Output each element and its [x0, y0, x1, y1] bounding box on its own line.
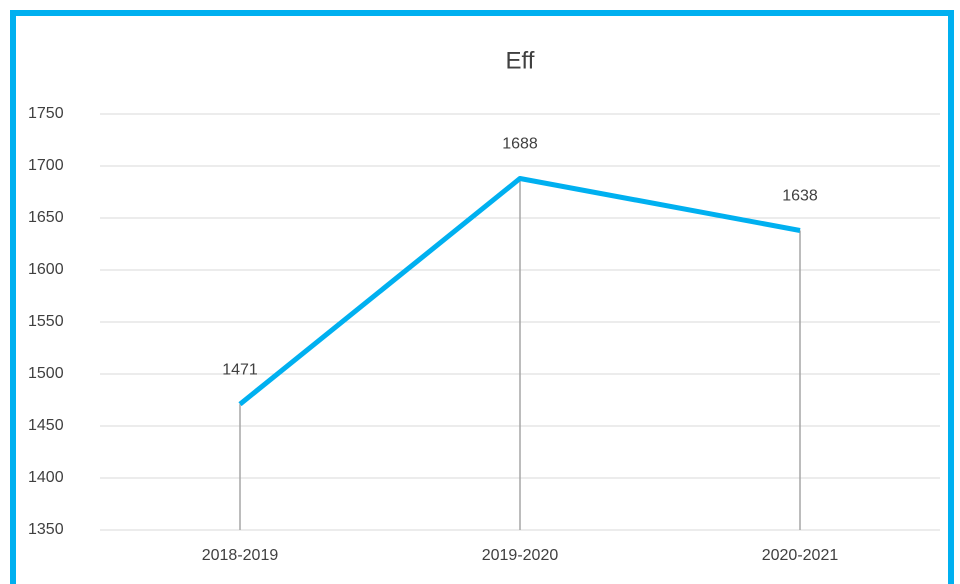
y-tick-label: 1600	[28, 261, 64, 278]
y-tick-label: 1650	[28, 209, 64, 226]
data-label: 1471	[222, 361, 258, 378]
y-tick-label: 1450	[28, 417, 64, 434]
data-label: 1688	[502, 136, 538, 153]
y-tick-label: 1350	[28, 521, 64, 538]
y-tick-label: 1700	[28, 157, 64, 174]
data-label: 1638	[782, 188, 818, 205]
y-tick-label: 1550	[28, 313, 64, 330]
chart-title: Eff	[506, 47, 535, 74]
y-tick-label: 1500	[28, 365, 64, 382]
y-tick-label: 1750	[28, 105, 64, 122]
x-tick-label: 2019-2020	[482, 547, 559, 564]
x-tick-label: 2018-2019	[202, 547, 279, 564]
x-tick-label: 2020-2021	[762, 547, 839, 564]
line-series	[238, 175, 801, 407]
y-tick-label: 1400	[28, 469, 64, 486]
chart-frame	[10, 10, 954, 584]
